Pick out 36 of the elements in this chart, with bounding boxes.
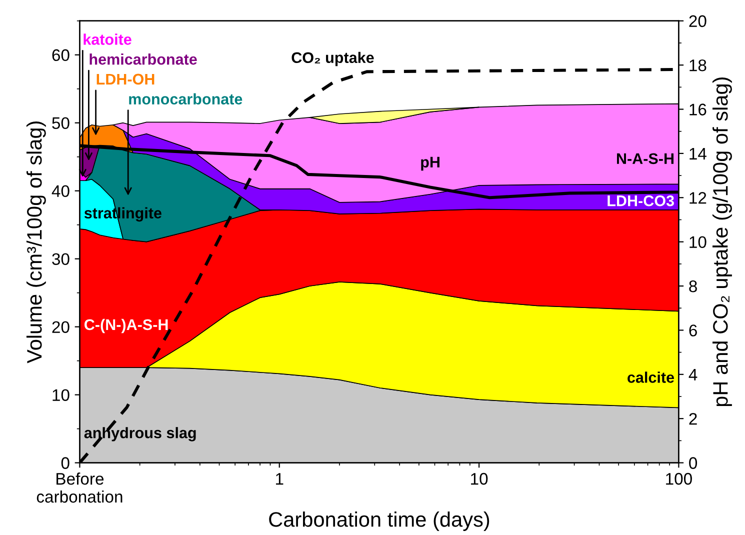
y2-tick-label: 14 <box>690 148 706 160</box>
y-tick-label: 60 <box>52 49 70 62</box>
y2-tick-label: 8 <box>689 280 697 292</box>
y2-tick-label: 0 <box>689 457 698 469</box>
x-axis-title: Carbonation time (days) <box>269 512 490 531</box>
x-tick-label: 1 <box>276 473 284 485</box>
series-label: CO₂ uptake <box>292 52 374 66</box>
y2-tick-label: 6 <box>689 324 697 336</box>
y2-tick-label: 4 <box>688 368 698 380</box>
x-tick-label: 100 <box>666 472 692 485</box>
series-label: pH <box>421 156 440 171</box>
y2-tick-label: 10 <box>690 236 706 248</box>
y-tick-label: 20 <box>52 321 70 334</box>
y2-tick-label: 16 <box>690 104 706 116</box>
series-label: calcite <box>628 372 674 383</box>
text: katoite <box>84 34 132 45</box>
series-label: anhydrous slag <box>84 427 196 442</box>
text: LDH-OH <box>96 74 154 85</box>
x-tick-label: 10 <box>471 472 488 485</box>
y-axis-title: Volume (cm³/100g of slag) <box>26 122 46 364</box>
y2-axis-title: pH and CO₂ uptake (g/100g of slag) <box>712 78 732 406</box>
series-label: C-(N-)A-S-H <box>84 318 168 334</box>
y-tick-label: 40 <box>52 185 70 198</box>
y2-tick-label: 20 <box>689 15 706 28</box>
y-tick-label: 30 <box>52 253 70 266</box>
y-tick-label: 0 <box>61 457 70 469</box>
text: monocarbonate <box>129 93 242 105</box>
y2-tick-label: 2 <box>689 412 697 425</box>
text: hemicarbonate <box>90 54 197 65</box>
series-label: N-A-S-H <box>617 153 674 164</box>
y2-tick-label: 18 <box>690 59 706 72</box>
y2-tick-label: 12 <box>690 192 706 204</box>
y-tick-label: 50 <box>52 117 70 130</box>
series-label: LDH-CO3 <box>608 195 674 206</box>
y-tick-label: 10 <box>52 389 70 401</box>
x-tick-label: Before carbonation <box>36 472 122 503</box>
